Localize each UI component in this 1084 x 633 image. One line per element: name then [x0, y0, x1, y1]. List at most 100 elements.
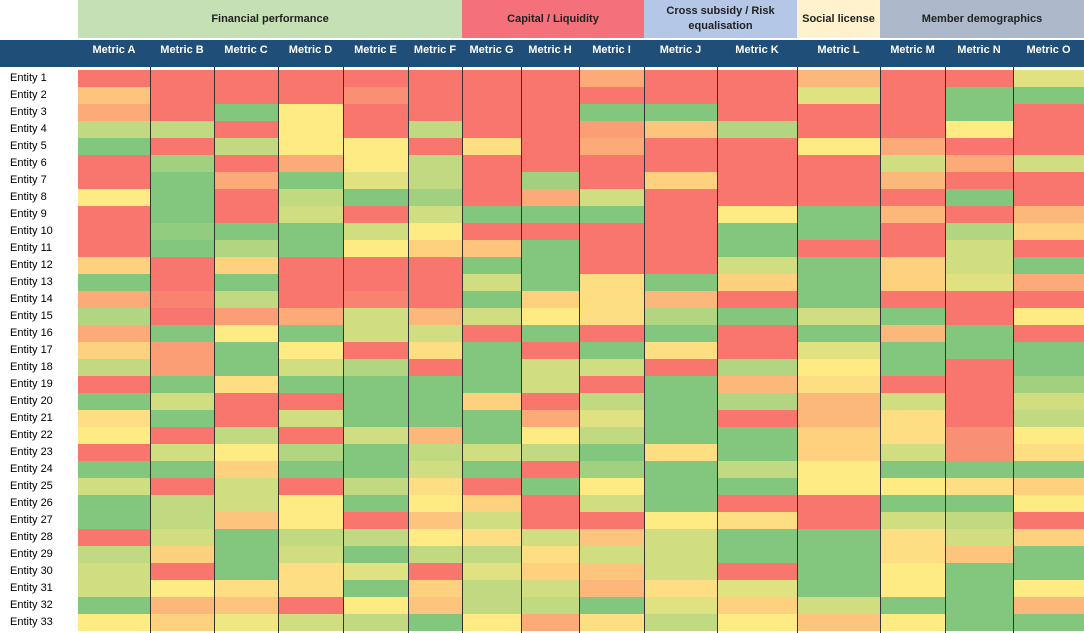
column-label: Metric F: [413, 44, 457, 56]
heatmap-cell: [408, 376, 462, 393]
heatmap-cell: [945, 155, 1013, 172]
heatmap-cell: [945, 376, 1013, 393]
heatmap-cell: [797, 444, 880, 461]
heatmap-cell: [644, 172, 717, 189]
heatmap-cell: [343, 291, 408, 308]
heatmap-cell: [717, 427, 797, 444]
heatmap-cell: [945, 87, 1013, 104]
heatmap-cell: [579, 206, 644, 223]
heatmap-cell: [945, 325, 1013, 342]
heatmap-cell: [717, 563, 797, 580]
row-label: Entity 16: [10, 327, 53, 339]
heatmap-cell: [644, 155, 717, 172]
heatmap-cell: [343, 614, 408, 631]
heatmap-cell: [521, 189, 579, 206]
heatmap-cell: [278, 614, 343, 631]
heatmap-cell: [644, 291, 717, 308]
heatmap-cell: [343, 563, 408, 580]
group-header: Cross subsidy / Risk equalisation: [644, 0, 797, 38]
heatmap-cell: [880, 308, 945, 325]
heatmap-cell: [579, 427, 644, 444]
heatmap-cell: [1013, 155, 1084, 172]
heatmap-cell: [214, 325, 278, 342]
heatmap-cell: [1013, 597, 1084, 614]
heatmap-cell: [644, 478, 717, 495]
heatmap-cell: [78, 495, 150, 512]
heatmap-cell: [408, 546, 462, 563]
heatmap-cell: [717, 478, 797, 495]
heatmap-cell: [343, 308, 408, 325]
heatmap-cell: [579, 376, 644, 393]
heatmap-cell: [462, 189, 521, 206]
heatmap-cell: [278, 597, 343, 614]
row-label: Entity 20: [10, 395, 53, 407]
heatmap-cell: [343, 376, 408, 393]
row-label: Entity 9: [10, 208, 47, 220]
column-divider: [278, 67, 279, 633]
heatmap-cell: [797, 87, 880, 104]
heatmap-cell: [797, 291, 880, 308]
heatmap-cell: [78, 121, 150, 138]
column-divider: [214, 67, 215, 633]
heatmap-cell: [797, 172, 880, 189]
column-divider: [1013, 67, 1014, 633]
heatmap-cell: [797, 478, 880, 495]
heatmap-cell: [278, 512, 343, 529]
heatmap-cell: [462, 512, 521, 529]
heatmap-cell: [408, 274, 462, 291]
heatmap-cell: [579, 444, 644, 461]
heatmap-cell: [214, 580, 278, 597]
heatmap-cell: [278, 461, 343, 478]
heatmap-cell: [462, 529, 521, 546]
heatmap-cell: [797, 563, 880, 580]
heatmap-cell: [1013, 495, 1084, 512]
column-divider: [797, 67, 798, 633]
heatmap-cell: [717, 614, 797, 631]
heatmap-cell: [945, 563, 1013, 580]
heatmap-cell: [343, 478, 408, 495]
column-label: Metric L: [817, 44, 860, 56]
heatmap-cell: [644, 597, 717, 614]
column-header-bar: [0, 40, 1084, 67]
heatmap-cell: [880, 461, 945, 478]
heatmap-cell: [150, 393, 214, 410]
column-label: Metric N: [957, 44, 1001, 56]
heatmap-cell: [214, 461, 278, 478]
heatmap-cell: [717, 512, 797, 529]
heatmap-cell: [945, 393, 1013, 410]
heatmap-cell: [945, 580, 1013, 597]
row-label: Entity 14: [10, 293, 53, 305]
heatmap-cell: [214, 529, 278, 546]
column-label: Metric E: [354, 44, 397, 56]
heatmap-cell: [462, 359, 521, 376]
heatmap-cell: [644, 189, 717, 206]
heatmap-cell: [717, 240, 797, 257]
heatmap-cell: [945, 342, 1013, 359]
heatmap-cell: [644, 104, 717, 121]
heatmap-cell: [644, 138, 717, 155]
row-label: Entity 24: [10, 463, 53, 475]
heatmap-cell: [214, 597, 278, 614]
heatmap-cell: [343, 223, 408, 240]
heatmap-cell: [521, 223, 579, 240]
heatmap-cell: [945, 597, 1013, 614]
heatmap-cell: [880, 240, 945, 257]
heatmap-cell: [521, 155, 579, 172]
heatmap-cell: [78, 87, 150, 104]
heatmap-cell: [150, 121, 214, 138]
column-label: Metric J: [659, 44, 702, 56]
heatmap-cell: [343, 427, 408, 444]
heatmap-cell: [717, 121, 797, 138]
heatmap-cell: [214, 563, 278, 580]
heatmap-cell: [78, 410, 150, 427]
row-label: Entity 29: [10, 548, 53, 560]
heatmap-cell: [1013, 529, 1084, 546]
heatmap-cell: [797, 495, 880, 512]
heatmap-cell: [644, 325, 717, 342]
heatmap-cell: [214, 308, 278, 325]
heatmap-cell: [521, 291, 579, 308]
heatmap-cell: [278, 172, 343, 189]
heatmap-cell: [579, 478, 644, 495]
heatmap-cell: [150, 172, 214, 189]
